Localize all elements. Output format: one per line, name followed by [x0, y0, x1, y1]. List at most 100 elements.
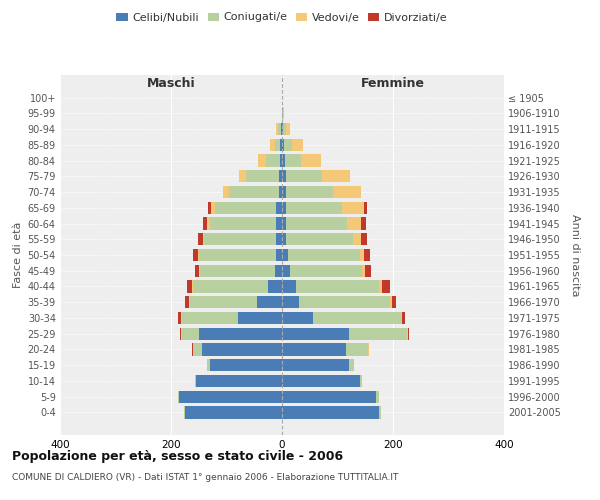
Text: Maschi: Maschi [146, 78, 196, 90]
Bar [299, 296, 390, 308]
Bar [178, 312, 181, 324]
Bar [238, 312, 282, 324]
Bar [197, 249, 199, 261]
Bar [271, 138, 275, 151]
Bar [286, 170, 322, 182]
Bar [185, 296, 190, 308]
Bar [301, 154, 321, 166]
Bar [203, 233, 204, 245]
Bar [285, 154, 301, 166]
Bar [190, 296, 257, 308]
Bar [282, 170, 286, 182]
Bar [215, 202, 277, 214]
Bar [286, 186, 333, 198]
Bar [277, 233, 282, 245]
Bar [280, 154, 282, 166]
Bar [278, 123, 281, 135]
Bar [281, 123, 282, 135]
Bar [282, 406, 379, 418]
Y-axis label: Anni di nascita: Anni di nascita [571, 214, 580, 296]
Bar [185, 406, 282, 418]
Bar [286, 202, 342, 214]
Bar [275, 138, 280, 151]
Bar [290, 264, 362, 277]
Bar [195, 375, 196, 387]
Bar [286, 218, 347, 230]
Bar [282, 312, 313, 324]
Bar [192, 280, 193, 292]
Bar [207, 218, 210, 230]
Bar [277, 202, 282, 214]
Bar [296, 280, 379, 292]
Bar [361, 233, 367, 245]
Bar [322, 170, 350, 182]
Bar [379, 406, 381, 418]
Bar [210, 218, 277, 230]
Bar [268, 280, 282, 292]
Bar [282, 344, 346, 355]
Bar [365, 264, 371, 277]
Bar [258, 154, 266, 166]
Bar [407, 328, 408, 340]
Bar [283, 107, 284, 120]
Bar [282, 296, 299, 308]
Bar [282, 328, 349, 340]
Bar [364, 202, 367, 214]
Bar [292, 138, 303, 151]
Bar [277, 249, 282, 261]
Bar [282, 249, 287, 261]
Bar [376, 390, 379, 403]
Bar [360, 249, 364, 261]
Bar [286, 123, 290, 135]
Bar [246, 170, 279, 182]
Bar [287, 249, 360, 261]
Bar [283, 123, 286, 135]
Text: Femmine: Femmine [361, 78, 425, 90]
Bar [284, 138, 292, 151]
Y-axis label: Fasce di età: Fasce di età [13, 222, 23, 288]
Bar [382, 280, 390, 292]
Bar [282, 186, 286, 198]
Bar [353, 233, 361, 245]
Bar [282, 123, 283, 135]
Bar [349, 359, 354, 372]
Bar [204, 233, 277, 245]
Bar [199, 328, 282, 340]
Bar [181, 328, 182, 340]
Bar [282, 280, 296, 292]
Bar [193, 280, 268, 292]
Bar [193, 249, 197, 261]
Bar [182, 328, 199, 340]
Bar [313, 312, 401, 324]
Bar [347, 218, 361, 230]
Bar [379, 280, 382, 292]
Bar [279, 170, 282, 182]
Bar [282, 202, 286, 214]
Bar [277, 123, 278, 135]
Bar [193, 344, 202, 355]
Bar [392, 296, 397, 308]
Bar [282, 264, 290, 277]
Bar [279, 186, 282, 198]
Bar [182, 312, 238, 324]
Bar [208, 202, 211, 214]
Bar [282, 233, 286, 245]
Bar [223, 186, 229, 198]
Bar [280, 138, 282, 151]
Bar [181, 312, 182, 324]
Bar [187, 280, 192, 292]
Bar [211, 202, 215, 214]
Bar [403, 312, 405, 324]
Bar [198, 233, 203, 245]
Bar [229, 186, 279, 198]
Bar [210, 359, 282, 372]
Bar [184, 406, 185, 418]
Bar [282, 107, 283, 120]
Bar [282, 375, 360, 387]
Bar [342, 202, 364, 214]
Bar [275, 264, 282, 277]
Bar [360, 375, 362, 387]
Text: Popolazione per età, sesso e stato civile - 2006: Popolazione per età, sesso e stato civil… [12, 450, 343, 463]
Bar [200, 264, 275, 277]
Bar [282, 218, 286, 230]
